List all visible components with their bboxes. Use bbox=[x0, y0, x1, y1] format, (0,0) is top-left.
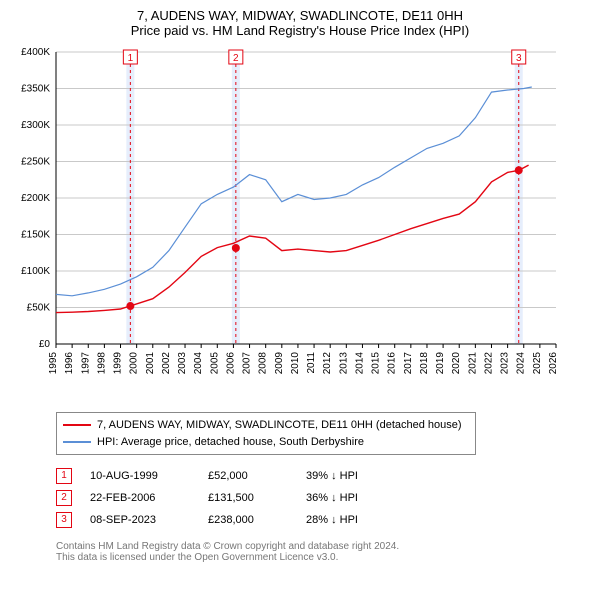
svg-text:£100K: £100K bbox=[21, 266, 50, 277]
svg-text:2013: 2013 bbox=[338, 352, 349, 375]
footer-line1: Contains HM Land Registry data © Crown c… bbox=[56, 541, 592, 552]
event-marker: 2 bbox=[56, 490, 72, 506]
svg-text:2007: 2007 bbox=[242, 352, 253, 375]
svg-text:2002: 2002 bbox=[161, 352, 172, 375]
svg-text:2001: 2001 bbox=[145, 352, 156, 375]
legend: 7, AUDENS WAY, MIDWAY, SWADLINCOTE, DE11… bbox=[56, 412, 476, 455]
event-marker: 3 bbox=[56, 512, 72, 528]
svg-text:2004: 2004 bbox=[193, 352, 204, 375]
svg-text:2003: 2003 bbox=[177, 352, 188, 375]
event-delta: 39% ↓ HPI bbox=[306, 465, 358, 487]
events-table: 1 10-AUG-1999 £52,000 39% ↓ HPI 2 22-FEB-2006… bbox=[56, 465, 592, 531]
event-date: 10-AUG-1999 bbox=[90, 465, 190, 487]
event-delta: 36% ↓ HPI bbox=[306, 487, 358, 509]
svg-text:2025: 2025 bbox=[532, 352, 543, 375]
svg-text:2006: 2006 bbox=[225, 352, 236, 375]
event-row: 3 08-SEP-2023 £238,000 28% ↓ HPI bbox=[56, 509, 592, 531]
svg-text:2017: 2017 bbox=[403, 352, 414, 375]
svg-text:2026: 2026 bbox=[548, 352, 559, 375]
svg-text:2016: 2016 bbox=[387, 352, 398, 375]
svg-text:2018: 2018 bbox=[419, 352, 430, 375]
svg-text:1995: 1995 bbox=[48, 352, 59, 375]
event-price: £238,000 bbox=[208, 509, 288, 531]
event-row: 1 10-AUG-1999 £52,000 39% ↓ HPI bbox=[56, 465, 592, 487]
event-marker: 1 bbox=[56, 468, 72, 484]
svg-text:1997: 1997 bbox=[80, 352, 91, 375]
svg-text:2023: 2023 bbox=[500, 352, 511, 375]
chart-title-line1: 7, AUDENS WAY, MIDWAY, SWADLINCOTE, DE11… bbox=[8, 8, 592, 23]
event-date: 22-FEB-2006 bbox=[90, 487, 190, 509]
chart-container: £0 £50K £100K £150K £200K £250K £300K £350K £400… bbox=[8, 44, 592, 404]
legend-label: 7, AUDENS WAY, MIDWAY, SWADLINCOTE, DE11… bbox=[97, 417, 462, 434]
svg-text:2015: 2015 bbox=[371, 352, 382, 375]
svg-text:2012: 2012 bbox=[322, 352, 333, 375]
svg-text:1996: 1996 bbox=[64, 352, 75, 375]
svg-text:2022: 2022 bbox=[483, 352, 494, 375]
svg-text:2000: 2000 bbox=[129, 352, 140, 375]
svg-text:2: 2 bbox=[233, 53, 239, 64]
legend-item: 7, AUDENS WAY, MIDWAY, SWADLINCOTE, DE11… bbox=[63, 417, 469, 434]
svg-text:2014: 2014 bbox=[354, 352, 365, 375]
legend-label: HPI: Average price, detached house, Sout… bbox=[97, 434, 364, 451]
svg-text:£200K: £200K bbox=[21, 193, 50, 204]
svg-text:1: 1 bbox=[128, 53, 134, 64]
legend-swatch bbox=[63, 441, 91, 443]
footer-attribution: Contains HM Land Registry data © Crown c… bbox=[56, 541, 592, 563]
svg-text:£250K: £250K bbox=[21, 157, 50, 168]
event-price: £131,500 bbox=[208, 487, 288, 509]
svg-text:2005: 2005 bbox=[209, 352, 220, 375]
svg-text:2020: 2020 bbox=[451, 352, 462, 375]
svg-text:3: 3 bbox=[516, 53, 522, 64]
event-row: 2 22-FEB-2006 £131,500 36% ↓ HPI bbox=[56, 487, 592, 509]
svg-text:2024: 2024 bbox=[516, 352, 527, 375]
svg-text:£50K: £50K bbox=[27, 303, 51, 314]
svg-text:2011: 2011 bbox=[306, 352, 317, 374]
legend-swatch bbox=[63, 424, 91, 426]
chart-title-line2: Price paid vs. HM Land Registry's House … bbox=[8, 23, 592, 38]
svg-text:2008: 2008 bbox=[258, 352, 269, 375]
event-price: £52,000 bbox=[208, 465, 288, 487]
svg-text:2021: 2021 bbox=[467, 352, 478, 375]
svg-text:2009: 2009 bbox=[274, 352, 285, 375]
price-chart: £0 £50K £100K £150K £200K £250K £300K £350K £400… bbox=[8, 44, 568, 404]
event-delta: 28% ↓ HPI bbox=[306, 509, 358, 531]
footer-line2: This data is licensed under the Open Gov… bbox=[56, 552, 592, 563]
svg-text:£150K: £150K bbox=[21, 230, 50, 241]
svg-text:1998: 1998 bbox=[96, 352, 107, 375]
event-date: 08-SEP-2023 bbox=[90, 509, 190, 531]
svg-text:£350K: £350K bbox=[21, 84, 50, 95]
svg-text:2010: 2010 bbox=[290, 352, 301, 375]
svg-text:£400K: £400K bbox=[21, 47, 50, 58]
svg-text:2019: 2019 bbox=[435, 352, 446, 375]
svg-text:1999: 1999 bbox=[113, 352, 124, 375]
svg-text:£0: £0 bbox=[39, 339, 51, 350]
svg-text:£300K: £300K bbox=[21, 120, 50, 131]
legend-item: HPI: Average price, detached house, Sout… bbox=[63, 434, 469, 451]
